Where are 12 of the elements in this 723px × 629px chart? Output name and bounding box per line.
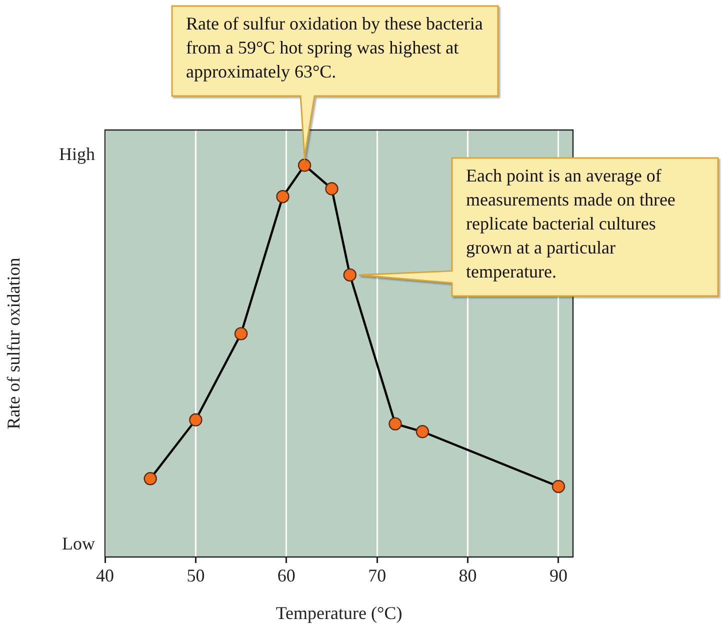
annotation: Each point is an average of measurements made on three replicate bacterial cultures grown at a particular temperature. — [466, 166, 676, 282]
x-tick-label: 80 — [458, 566, 477, 586]
y-axis-title: Rate of sulfur oxidation — [4, 258, 24, 430]
x-tick-label: 60 — [277, 566, 296, 586]
x-tick-label: 40 — [96, 566, 114, 586]
x-axis-title: Temperature (°C) — [276, 602, 402, 623]
text: Rate of sulfur oxidation by these bacteria from a 59°C hot spring was highest at approximately 63°C. — [186, 14, 483, 82]
x-tick-label: 90 — [549, 566, 568, 586]
x-tick-label: 50 — [186, 566, 205, 586]
x-tick-label: 70 — [368, 566, 386, 586]
text: High — [59, 144, 95, 164]
text: Low — [62, 534, 95, 554]
